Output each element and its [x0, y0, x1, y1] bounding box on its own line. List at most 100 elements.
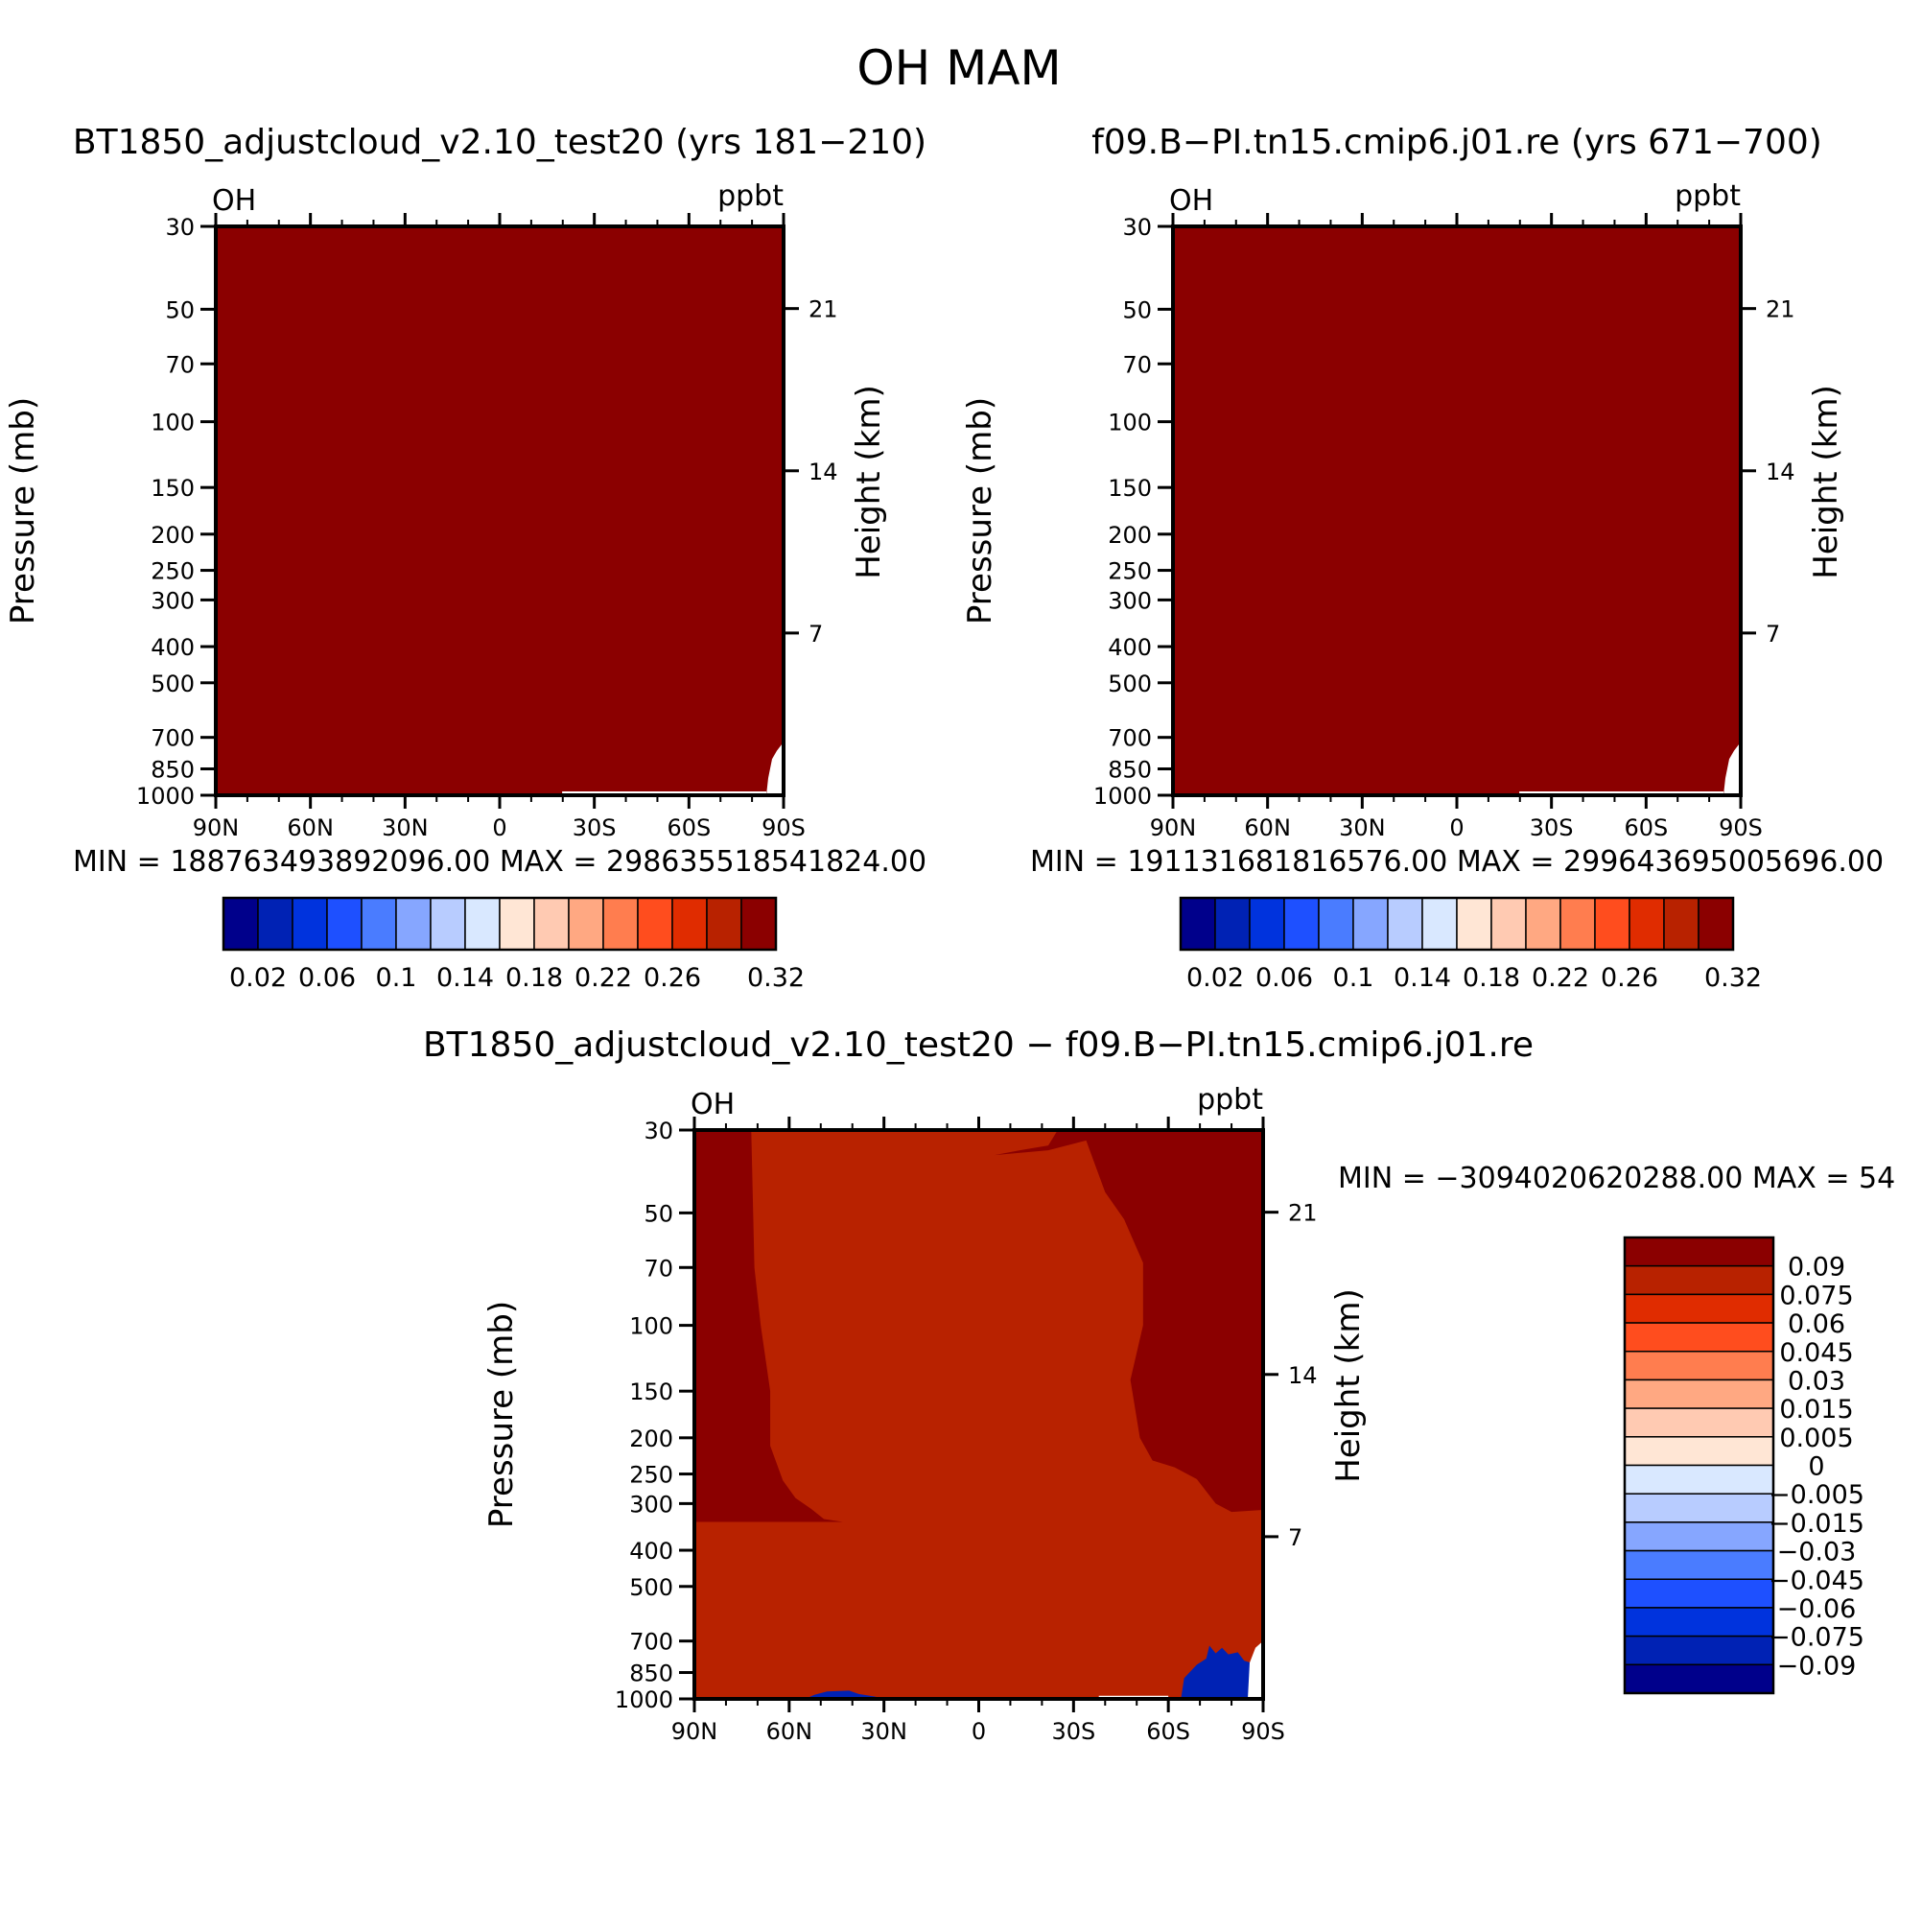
colorbar-swatch	[740, 897, 777, 951]
y-tick-label: 70	[165, 351, 195, 378]
colorbar-swatch	[1624, 1322, 1774, 1353]
colorbar-swatch	[361, 897, 397, 951]
y-tick-label: 50	[165, 296, 195, 323]
colorbar-swatch	[395, 897, 432, 951]
colorbar-label: 0.005	[1779, 1424, 1853, 1453]
colorbar-label: 0.22	[1532, 963, 1589, 993]
colorbar-swatch	[1456, 897, 1492, 951]
height-tick-label: 14	[809, 459, 838, 485]
y-tick-label: 100	[629, 1313, 673, 1340]
colorbar-swatch	[1624, 1407, 1774, 1438]
y-tick-label: 300	[1108, 587, 1152, 614]
chart-panel-3: BT1850_adjustcloud_v2.10_test20 − f09.B−…	[423, 1025, 1895, 1745]
colorbar-swatch	[1594, 897, 1630, 951]
colorbar-swatch	[1624, 1549, 1774, 1580]
x-tick-label: 60S	[1146, 1718, 1190, 1745]
colorbar-swatch	[1214, 897, 1251, 951]
colorbar-swatch	[1663, 897, 1699, 951]
colorbar-frame	[222, 896, 778, 952]
x-tick-label: 90S	[762, 814, 806, 841]
field-fill	[216, 226, 784, 795]
colorbar-swatch	[430, 897, 466, 951]
x-tick-label: 30N	[1339, 814, 1386, 841]
colorbar-label: 0.075	[1779, 1281, 1853, 1310]
colorbar-swatch	[671, 897, 708, 951]
colorbar-swatch	[1525, 897, 1561, 951]
colorbar-swatch	[1624, 1378, 1774, 1409]
y-tick-label: 500	[629, 1574, 673, 1601]
height-tick-label: 7	[809, 621, 823, 648]
y-tick-label: 150	[151, 475, 195, 502]
colorbar-swatch	[1180, 897, 1216, 951]
colorbar-label: −0.005	[1769, 1480, 1864, 1510]
y-axis-title: Pressure (mb)	[4, 397, 42, 624]
colorbar-swatch	[464, 897, 501, 951]
y-tick-label: 1000	[136, 783, 195, 810]
colorbar-label: 0.32	[1704, 963, 1762, 993]
colorbar-label: 0.06	[1788, 1309, 1845, 1339]
y-tick-label: 400	[1108, 634, 1152, 661]
colorbar-label: 0.18	[505, 963, 563, 993]
variable-label: OH	[1169, 184, 1213, 218]
colorbar-swatch	[1249, 897, 1285, 951]
x-tick-label: 90N	[671, 1718, 718, 1745]
y-tick-label: 500	[1108, 671, 1152, 697]
colorbar: 0.02 0.06 0.1 0.14 0.18 0.22 0.26 0.32	[1179, 896, 1762, 993]
colorbar-swatch	[1421, 897, 1458, 951]
colorbar-swatch	[1698, 897, 1734, 951]
region-negative-patch-70S	[1181, 1645, 1251, 1699]
colorbar-label: −0.03	[1777, 1538, 1857, 1567]
units-label: ppbt	[717, 179, 784, 213]
panels: BT1850_adjustcloud_v2.10_test20 (yrs 181…	[4, 123, 1895, 1745]
colorbar-swatch	[1624, 1607, 1774, 1637]
colorbar-label: 0.26	[1601, 963, 1658, 993]
y-tick-label: 500	[151, 671, 195, 697]
y-tick-label: 850	[1108, 757, 1152, 784]
colorbar-label: 0.03	[1788, 1366, 1845, 1396]
chart-panel-2: f09.B−PI.tn15.cmip6.j01.re (yrs 671−700)…	[961, 123, 1884, 993]
colorbar-label: −0.015	[1769, 1509, 1864, 1539]
colorbar-swatch	[1624, 1578, 1774, 1609]
variable-label: OH	[212, 184, 256, 218]
colorbar-label: 0.09	[1788, 1253, 1845, 1283]
units-label: ppbt	[1197, 1083, 1263, 1117]
colorbar-swatch	[1629, 897, 1665, 951]
min-max-stats: MIN = 188763493892096.00 MAX = 298635518…	[73, 845, 926, 879]
colorbar-label: 0.015	[1779, 1395, 1853, 1425]
min-max-stats: MIN = −3094020620288.00 MAX = 54	[1338, 1162, 1895, 1195]
colorbar-label: 0	[1808, 1452, 1824, 1482]
x-tick-label: 0	[492, 814, 506, 841]
y-tick-label: 50	[644, 1200, 673, 1227]
chart-panel-1: BT1850_adjustcloud_v2.10_test20 (yrs 181…	[4, 123, 926, 993]
plot-area	[694, 1130, 1263, 1699]
y-tick-label: 250	[1108, 558, 1152, 585]
x-tick-label: 0	[1449, 814, 1464, 841]
colorbar-label: 0.26	[644, 963, 701, 993]
figure-title: OH MAM	[856, 40, 1061, 96]
colorbar-label: 0.06	[1255, 963, 1313, 993]
colorbar-label: 0.1	[376, 963, 417, 993]
height-tick-label: 14	[1766, 459, 1795, 485]
colorbar-swatch	[1318, 897, 1354, 951]
colorbar-swatch	[1624, 1293, 1774, 1324]
x-tick-label: 60N	[1244, 814, 1291, 841]
y-tick-label: 200	[629, 1425, 673, 1452]
y-tick-label: 200	[151, 522, 195, 549]
colorbar-label: −0.09	[1777, 1651, 1857, 1681]
colorbar-label: −0.06	[1777, 1594, 1857, 1624]
x-tick-label: 90N	[193, 814, 240, 841]
height-tick-label: 7	[1288, 1524, 1302, 1551]
plot-area	[1173, 226, 1741, 795]
colorbar-label: 0.1	[1333, 963, 1374, 993]
colorbar-frame	[1179, 896, 1735, 952]
units-label: ppbt	[1675, 179, 1741, 213]
y-tick-label: 850	[629, 1661, 673, 1687]
colorbar-label: 0.32	[747, 963, 805, 993]
colorbar-swatch	[1624, 1635, 1774, 1666]
colorbar-frame	[1623, 1236, 1775, 1695]
colorbar-label: 0.14	[436, 963, 494, 993]
y-tick-label: 30	[1122, 214, 1152, 241]
x-tick-label: 90S	[1719, 814, 1763, 841]
x-tick-label: 60S	[1624, 814, 1668, 841]
